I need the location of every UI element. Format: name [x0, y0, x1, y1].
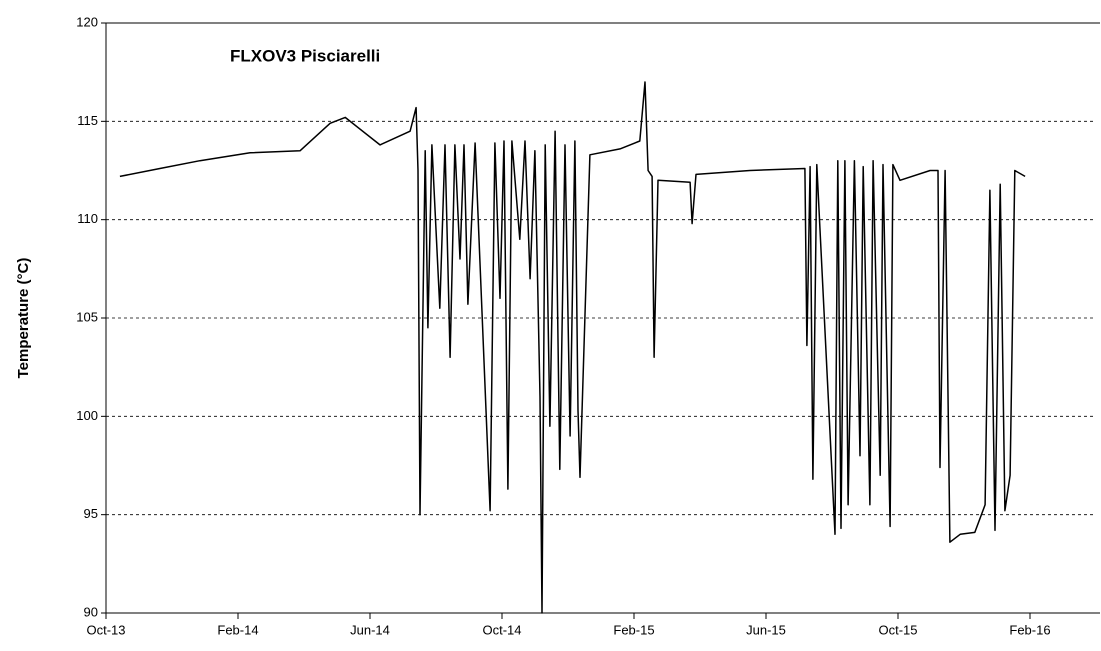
y-tick-label: 105 — [76, 309, 98, 324]
y-tick-label: 115 — [77, 113, 98, 128]
y-tick-label: 100 — [76, 408, 98, 423]
chart-title: FLXOV3 Pisciarelli — [230, 46, 380, 65]
y-axis-label: Temperature (°C) — [15, 258, 32, 379]
x-tick-label: Jun-14 — [350, 622, 390, 637]
x-tick-label: Feb-14 — [217, 622, 258, 637]
x-tick-label: Oct-14 — [482, 622, 521, 637]
y-tick-label: 110 — [77, 211, 98, 226]
y-tick-label: 120 — [76, 14, 98, 29]
x-tick-label: Oct-15 — [878, 622, 917, 637]
plot-frame — [105, 22, 1100, 614]
x-tick-label: Jun-15 — [746, 622, 786, 637]
x-tick-label: Oct-13 — [86, 622, 125, 637]
y-tick-label: 90 — [84, 604, 98, 619]
y-tick-label: 95 — [84, 506, 98, 521]
data-line — [119, 81, 1026, 614]
x-tick-label: Feb-15 — [613, 622, 654, 637]
x-tick-label: Feb-16 — [1009, 622, 1050, 637]
